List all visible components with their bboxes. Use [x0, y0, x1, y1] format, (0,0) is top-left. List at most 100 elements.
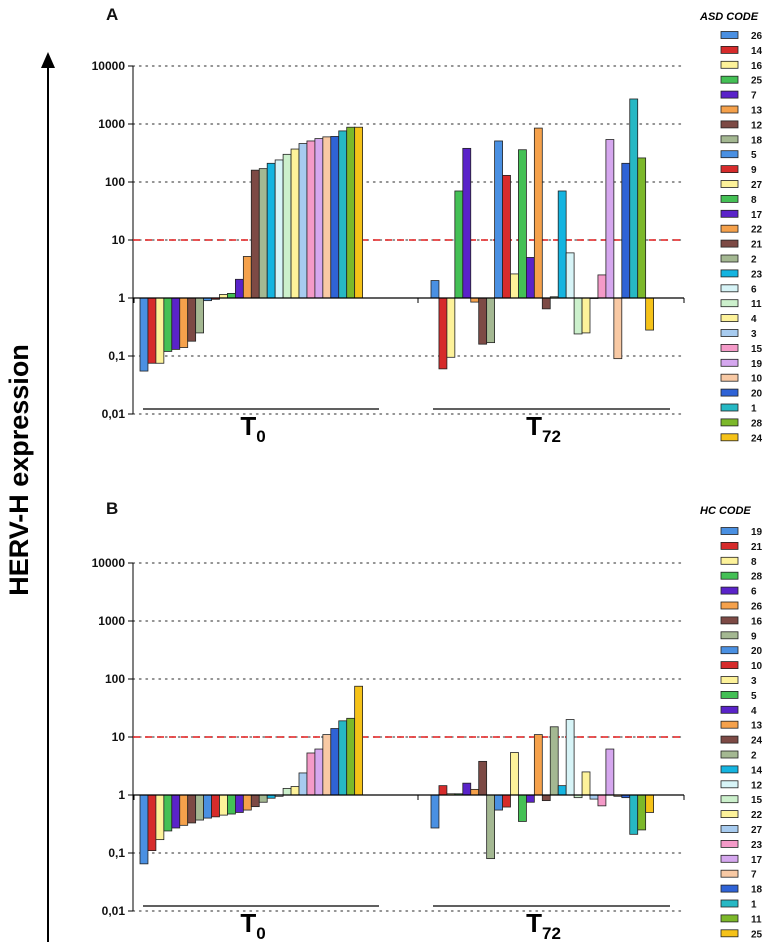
panel-letter: B [106, 499, 118, 518]
bar [613, 297, 623, 360]
legend-label: 20 [751, 389, 763, 400]
bar [330, 136, 340, 299]
bar [565, 252, 575, 299]
legend-label: 12 [751, 120, 763, 131]
bar [541, 794, 551, 802]
legend-swatch [720, 224, 739, 233]
y-tick-label: 10 [112, 233, 126, 247]
bar [314, 138, 324, 299]
legend-swatch [720, 284, 739, 293]
legend-swatch [720, 869, 739, 878]
legend-label: 13 [751, 106, 763, 117]
bar [219, 794, 228, 816]
legend-swatch [720, 795, 739, 804]
legend-title: ASD CODE [699, 11, 759, 23]
bar [526, 794, 535, 803]
legend-label: 26 [751, 31, 763, 42]
bar [203, 794, 212, 819]
legend-label: 11 [751, 299, 762, 310]
legend-label: 9 [751, 165, 757, 176]
bar [637, 794, 647, 831]
bar [438, 297, 448, 370]
legend-swatch [720, 810, 739, 818]
legend-swatch [720, 31, 739, 39]
legend-swatch [720, 314, 739, 323]
bar [282, 787, 292, 796]
bar [258, 168, 268, 299]
legend-swatch [720, 150, 739, 159]
legend-label: 18 [751, 885, 763, 896]
legend-swatch [720, 403, 739, 412]
bar [227, 293, 236, 299]
bar [338, 130, 348, 299]
y-tick-label: 0,1 [108, 349, 125, 363]
bar [338, 720, 348, 796]
bar [290, 786, 300, 796]
bar [573, 297, 583, 335]
legend-label: 3 [751, 329, 757, 340]
legend-label: 7 [751, 870, 757, 881]
legend-label: 22 [751, 810, 763, 821]
legend-label: 11 [751, 914, 762, 925]
legend-swatch [720, 209, 739, 218]
bar [494, 140, 503, 299]
legend-swatch [720, 343, 739, 352]
bar [306, 140, 316, 299]
legend-label: 15 [751, 344, 763, 355]
legend-swatch [720, 329, 739, 337]
legend-swatch [720, 691, 739, 699]
bar [354, 685, 363, 796]
legend-swatch [720, 720, 739, 729]
legend-swatch [720, 705, 739, 714]
bar [478, 760, 488, 796]
legend-swatch [720, 165, 739, 174]
bar [147, 794, 157, 851]
bar [234, 794, 244, 813]
legend-label: 23 [751, 269, 763, 280]
bar [486, 297, 495, 344]
bar [430, 794, 440, 829]
legend-swatch [720, 571, 739, 580]
legend-label: 20 [751, 646, 763, 657]
bar [462, 782, 472, 796]
bar [147, 297, 157, 364]
y-tick-label: 0,1 [108, 846, 125, 860]
bar [187, 297, 197, 342]
bar [258, 794, 268, 803]
legend-label: 28 [751, 418, 763, 429]
bar [234, 278, 244, 299]
bar [242, 256, 252, 299]
bar [195, 297, 204, 334]
legend-swatch [720, 388, 739, 397]
bar [486, 794, 495, 860]
legend-swatch [720, 60, 739, 69]
bar [518, 794, 527, 822]
legend-label: 21 [751, 542, 763, 553]
legend-swatch [720, 194, 739, 203]
bar [155, 794, 165, 841]
legend-swatch [720, 750, 739, 759]
bar [478, 297, 488, 345]
bar [526, 257, 535, 299]
legend-label: 26 [751, 602, 763, 613]
legend-label: 25 [751, 76, 763, 87]
y-tick-label: 10000 [92, 59, 126, 73]
bar [621, 162, 631, 299]
legend-swatch [720, 269, 739, 278]
legend-label: 10 [751, 661, 763, 672]
legend-swatch [720, 254, 739, 263]
bar [179, 794, 189, 826]
legend-label: 1 [751, 900, 757, 911]
bar [518, 149, 527, 299]
bar [533, 127, 543, 299]
legend-label: 6 [751, 284, 757, 295]
legend-swatch [720, 825, 739, 833]
legend-swatch [720, 884, 739, 893]
bar [557, 190, 567, 299]
bar [187, 794, 197, 824]
legend-label: 23 [751, 840, 763, 851]
bar [211, 794, 220, 818]
